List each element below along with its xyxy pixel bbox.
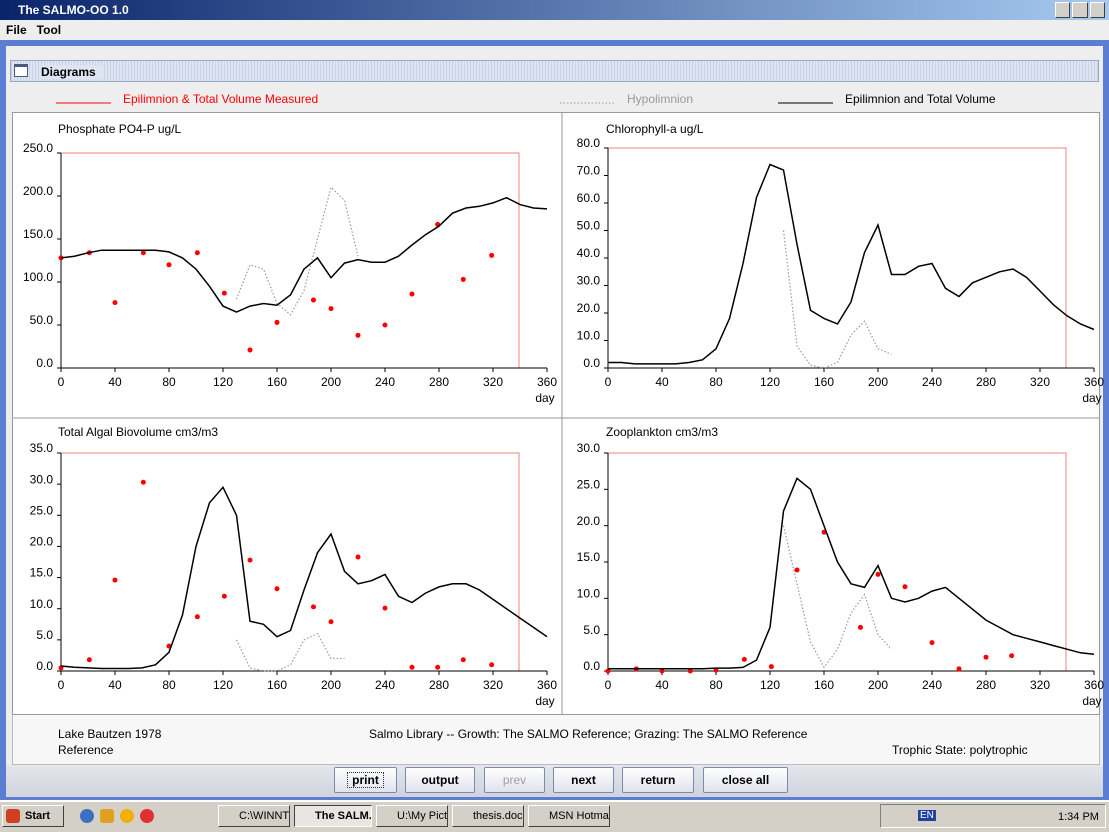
taskbar-label: U:\My Pictures [397,810,448,822]
quicklaunch-icon[interactable] [80,809,94,823]
close-all-button[interactable]: close all [703,767,788,793]
quicklaunch-icon[interactable] [120,809,134,823]
taskbar-item[interactable]: U:\My Pictures [376,805,448,827]
panel-title: Diagrams [41,65,102,79]
footer: Lake Bautzen 1978 Reference Salmo Librar… [12,715,1100,765]
scenario: Reference [58,743,113,757]
taskbar-label: thesis.doc - ... [473,810,524,822]
window-title: The SALMO-OO 1.0 [18,3,129,17]
panel-icon[interactable] [14,64,28,77]
button-label: print [347,772,384,788]
menu-bar: File Tool [0,20,1109,40]
output-button[interactable]: output [405,767,475,793]
language-indicator[interactable]: EN [918,810,936,821]
start-icon [6,809,20,823]
quicklaunch-icon[interactable] [100,809,114,823]
library-info: Salmo Library -- Growth: The SALMO Refer… [369,727,807,741]
panel-header: Diagrams [10,60,1099,82]
plot-area [12,112,1100,715]
taskbar-item[interactable]: thesis.doc - ... [452,805,524,827]
trophic-state: Trophic State: polytrophic [892,743,1028,757]
close[interactable] [1090,2,1105,18]
button-label: output [421,773,458,787]
button-label: close all [722,773,769,787]
return-button[interactable]: return [622,767,694,793]
menu-item[interactable]: File [6,23,27,40]
taskbar-item[interactable]: The SALM... [294,805,372,827]
next-button[interactable]: next [553,767,614,793]
print-button[interactable]: print [334,767,397,793]
quicklaunch-icon[interactable] [140,809,154,823]
button-label: prev [503,773,526,787]
taskbar-item[interactable]: C:\WINNT\s... [218,805,290,827]
start-label: Start [25,810,50,822]
button-label: return [641,773,676,787]
prev-button[interactable]: prev [484,767,545,793]
lake-name: Lake Bautzen 1978 [58,727,161,741]
menu-item[interactable]: Tool [37,23,61,40]
clock: 1:34 PM [1058,811,1099,823]
taskbar-label: MSN Hotmail... [549,810,610,822]
taskbar-label: The SALM... [315,810,372,822]
window-controls [1055,2,1105,18]
minimize[interactable] [1055,2,1070,18]
taskbar-label: C:\WINNT\s... [239,810,290,822]
app-window: The SALMO-OO 1.0 File Tool Diagrams Lake… [0,0,1109,832]
maximize[interactable] [1072,2,1087,18]
button-label: next [571,773,596,787]
title-bar: The SALMO-OO 1.0 [0,0,1109,20]
taskbar-item[interactable]: MSN Hotmail... [528,805,610,827]
